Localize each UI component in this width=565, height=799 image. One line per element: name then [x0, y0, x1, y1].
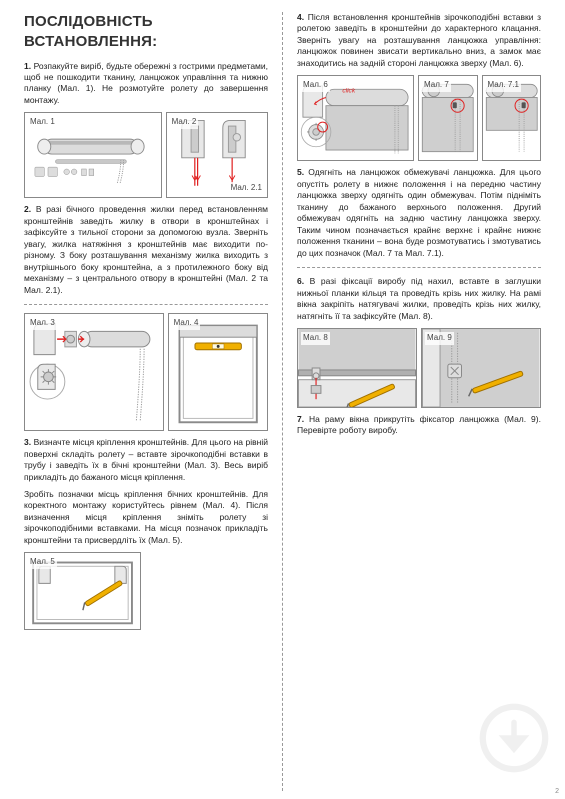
figure-7: Мал. 7 [418, 75, 478, 161]
horizontal-separator-r [297, 267, 541, 268]
fig-label: Мал. 4 [172, 317, 201, 330]
fig-row-1: Мал. 1 Мал. 2 [24, 112, 268, 198]
figure-5: Мал. 5 [24, 552, 141, 630]
fig-row-3: Мал. 5 [24, 552, 268, 630]
fig-label: Мал. 7 [422, 79, 451, 92]
figure-7-1: Мал. 7.1 [482, 75, 542, 161]
figure-1: Мал. 1 [24, 112, 162, 198]
fig-label: Мал. 7.1 [486, 79, 521, 92]
step-5-text: 5. Одягніть на ланцюжок обмежувачі ланцю… [297, 167, 541, 259]
step-2-text: 2. В разі бічного проведення жилки перед… [24, 204, 268, 296]
step-3a-text: 3. Визначте місця кріплення кронштейнів.… [24, 437, 268, 483]
fig4-svg [169, 314, 267, 430]
page-title: ПОСЛІДОВНІСТЬ ВСТАНОВЛЕННЯ: [24, 12, 268, 53]
step-3b-text: Зробіть позначки місць кріплення бічних … [24, 489, 268, 546]
figure-2: Мал. 2 Мал. 2.1 [166, 112, 268, 198]
fig-row-2: Мал. 3 Мал. 4 [24, 313, 268, 431]
watermark-icon [475, 699, 553, 777]
step-1-text: 1. Розпакуйте виріб, будьте обережні з г… [24, 61, 268, 107]
right-column: 4. Після встановлення кронштейнів зірочк… [283, 12, 547, 791]
page-number: 2 [555, 787, 559, 796]
step-6-text: 6. В разі фіксації виробу під нахил, вст… [297, 276, 541, 322]
svg-text:click: click [342, 88, 355, 95]
figure-3: Мал. 3 [24, 313, 164, 431]
left-column: ПОСЛІДОВНІСТЬ ВСТАНОВЛЕННЯ: 1. Розпакуйт… [18, 12, 283, 791]
fig-label: Мал. 1 [28, 116, 57, 129]
fig-row-4: Мал. 6 click Мал. 7 [297, 75, 541, 161]
figure-6: Мал. 6 click [297, 75, 414, 161]
fig-label: Мал. 8 [301, 332, 330, 345]
horizontal-separator [24, 304, 268, 305]
step-7-text: 7. На раму вікна прикрутіть фіксатор лан… [297, 414, 541, 437]
fig-row-5: Мал. 8 Мал. 9 [297, 328, 541, 408]
fig-label: Мал. 5 [28, 556, 57, 569]
fig-label: Мал. 9 [425, 332, 454, 345]
page: ПОСЛІДОВНІСТЬ ВСТАНОВЛЕННЯ: 1. Розпакуйт… [0, 0, 565, 799]
fig-label: Мал. 3 [28, 317, 57, 330]
figure-8: Мал. 8 [297, 328, 417, 408]
fig-label: Мал. 2 [170, 116, 199, 129]
fig-label-21: Мал. 2.1 [229, 182, 264, 195]
fig3-svg [25, 314, 163, 430]
step-4-text: 4. Після встановлення кронштейнів зірочк… [297, 12, 541, 69]
fig-label: Мал. 6 [301, 79, 330, 92]
figure-4: Мал. 4 [168, 313, 268, 431]
figure-9: Мал. 9 [421, 328, 541, 408]
